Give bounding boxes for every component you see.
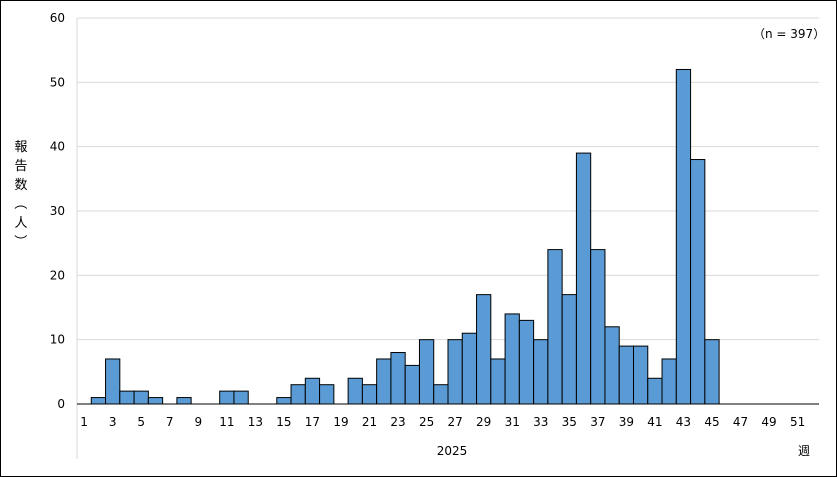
y-tick-label-10: 10 — [50, 333, 65, 347]
bar-week-39 — [618, 345, 634, 405]
x-tick-label-7: 7 — [166, 415, 174, 429]
bar-week-20 — [347, 377, 363, 405]
bar-week-22 — [376, 358, 392, 405]
bar-week-24 — [404, 364, 420, 405]
x-tick-labels: 1 3 5 7 9 11 13 15 17 19 21 23 25 27 29 31 33 35 37 39 41 43 4… — [80, 415, 805, 429]
bar-week-23 — [390, 352, 406, 405]
x-tick-label-51: 51 — [790, 415, 805, 429]
bar-week-4 — [119, 390, 135, 405]
x-tick-label-23: 23 — [390, 415, 405, 429]
x-tick-label-17: 17 — [305, 415, 320, 429]
y-axis-label-char-0: 報 — [14, 140, 27, 155]
x-tick-label-15: 15 — [276, 415, 291, 429]
y-axis-label: 報告数 （ 人 ） — [12, 140, 28, 248]
gridlines — [77, 17, 819, 341]
bar-week-6 — [147, 397, 164, 405]
y-tick-label-60: 60 — [50, 11, 65, 25]
bar-week-28 — [461, 332, 478, 405]
bar-week-45 — [704, 339, 720, 405]
bar-week-40 — [633, 345, 649, 405]
x-tick-label-9: 9 — [194, 415, 202, 429]
x-tick-label-19: 19 — [333, 415, 348, 429]
x-tick-label-37: 37 — [590, 415, 605, 429]
bar-week-41 — [647, 377, 663, 405]
bar-week-35 — [561, 294, 577, 405]
x-tick-label-33: 33 — [533, 415, 548, 429]
bar-week-18 — [319, 384, 335, 405]
bar-week-17 — [304, 377, 321, 405]
bar-week-15 — [276, 397, 292, 405]
bar-week-5 — [133, 390, 149, 405]
x-tick-label-21: 21 — [362, 415, 377, 429]
y-axis-label-char-2: 数 — [14, 178, 27, 193]
bar-week-21 — [361, 384, 378, 405]
bar-week-38 — [604, 326, 620, 405]
y-tick-label-40: 40 — [50, 140, 65, 154]
x-tick-label-29: 29 — [476, 415, 491, 429]
x-tick-label-5: 5 — [137, 415, 145, 429]
bar-week-3 — [105, 358, 121, 405]
x-tick-label-3: 3 — [109, 415, 117, 429]
bar-week-42 — [661, 358, 677, 405]
x-tick-label-49: 49 — [761, 415, 776, 429]
y-axis-label-char-3: （ — [12, 196, 27, 209]
x-tick-label-31: 31 — [505, 415, 520, 429]
bar-week-30 — [490, 358, 506, 405]
axes — [76, 18, 819, 459]
bar-week-29 — [476, 294, 492, 405]
bar-week-32 — [518, 319, 535, 405]
x-tick-label-11: 11 — [219, 415, 234, 429]
x-axis-year-label: 2025 — [437, 444, 468, 458]
x-tick-label-25: 25 — [419, 415, 434, 429]
bar-week-2 — [90, 397, 107, 405]
y-axis-label-char-4: 人 — [14, 216, 27, 231]
bar-week-37 — [590, 249, 606, 405]
x-axis-unit-label: 週 — [798, 444, 810, 458]
x-tick-label-45: 45 — [704, 415, 719, 429]
y-tick-label-50: 50 — [50, 75, 65, 89]
bar-week-25 — [418, 339, 435, 405]
bar-week-11 — [219, 390, 235, 405]
bar-week-33 — [533, 339, 549, 405]
y-tick-labels: 0 10 20 30 40 50 60 — [50, 11, 65, 411]
bar-week-34 — [547, 249, 563, 405]
y-axis-label-char-1: 告 — [14, 159, 27, 174]
bar-week-36 — [575, 152, 592, 405]
y-axis-label-char-5: ） — [12, 234, 27, 247]
y-tick-label-30: 30 — [50, 204, 65, 218]
x-tick-label-47: 47 — [733, 415, 748, 429]
sample-size-annotation: （n = 397） — [753, 27, 825, 41]
x-tick-label-1: 1 — [80, 415, 88, 429]
x-tick-label-43: 43 — [676, 415, 691, 429]
y-tick-label-0: 0 — [57, 397, 65, 411]
bar-week-44 — [690, 159, 706, 405]
bar-week-31 — [504, 313, 520, 405]
x-tick-label-27: 27 — [447, 415, 462, 429]
bar-week-43 — [675, 68, 692, 405]
bar-week-12 — [233, 390, 249, 405]
bars — [90, 68, 720, 405]
bar-week-16 — [290, 384, 306, 405]
bar-week-8 — [176, 397, 192, 405]
x-tick-label-13: 13 — [248, 415, 263, 429]
y-tick-label-20: 20 — [50, 268, 65, 282]
bar-week-27 — [447, 339, 463, 405]
bar-week-26 — [433, 384, 449, 405]
x-tick-label-39: 39 — [619, 415, 634, 429]
x-tick-label-35: 35 — [562, 415, 577, 429]
x-tick-label-41: 41 — [647, 415, 662, 429]
